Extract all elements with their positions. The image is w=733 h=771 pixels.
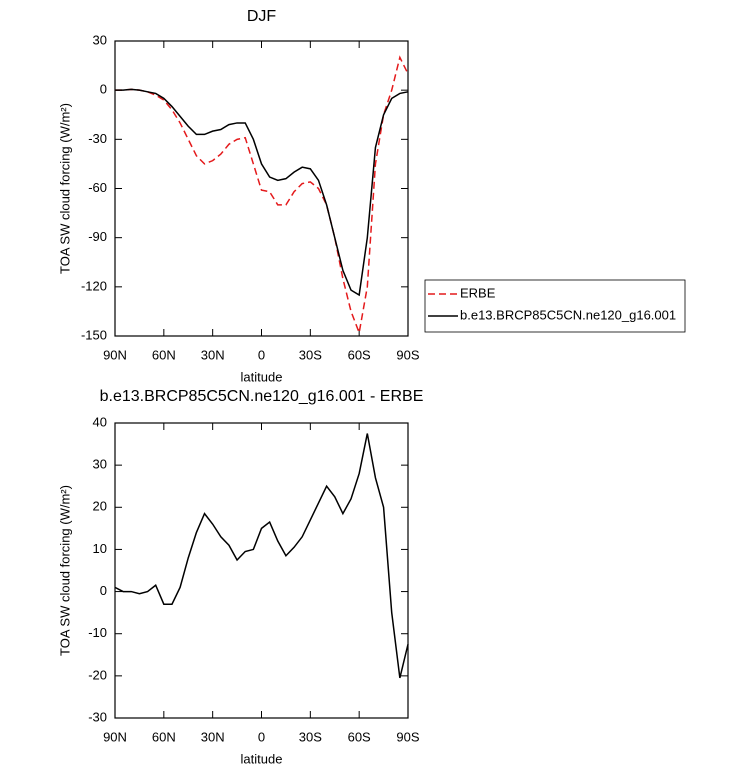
- chart-title: b.e13.BRCP85C5CN.ne120_g16.001 - ERBE: [100, 388, 424, 405]
- x-tick-label: 60S: [348, 729, 371, 744]
- x-tick-label: 90S: [396, 729, 419, 744]
- y-tick-label: 10: [93, 541, 107, 556]
- y-tick-label: 0: [100, 583, 107, 598]
- plot-frame: [114, 422, 409, 719]
- legend-label: b.e13.BRCP85C5CN.ne120_g16.001: [460, 307, 676, 322]
- x-tick-label: 90S: [396, 347, 419, 362]
- y-tick-label: 40: [93, 414, 107, 429]
- data-line: [115, 88, 409, 297]
- y-axis-label: TOA SW cloud forcing (W/m²): [57, 103, 72, 274]
- y-tick-label: -30: [88, 709, 107, 724]
- x-tick-label: 90N: [103, 347, 127, 362]
- y-axis-label: TOA SW cloud forcing (W/m²): [57, 485, 72, 656]
- plot-frame: [114, 40, 409, 337]
- x-tick-label: 60N: [152, 347, 176, 362]
- data-line: [115, 55, 409, 336]
- x-tick-label: 60N: [152, 729, 176, 744]
- y-tick-label: 30: [93, 32, 107, 47]
- x-tick-label: 30S: [299, 347, 322, 362]
- y-tick-label: -30: [88, 131, 107, 146]
- chart-title: DJF: [247, 8, 277, 25]
- x-tick-label: 30N: [201, 729, 225, 744]
- y-tick-label: -120: [81, 278, 107, 293]
- x-tick-label: 60S: [348, 347, 371, 362]
- data-line: [114, 433, 409, 679]
- y-tick-label: -150: [81, 327, 107, 342]
- y-tick-label: 20: [93, 499, 107, 514]
- x-tick-label: 30N: [201, 347, 225, 362]
- y-tick-label: -20: [88, 667, 107, 682]
- x-tick-label: 90N: [103, 729, 127, 744]
- legend-label: ERBE: [460, 285, 496, 300]
- y-tick-label: -90: [88, 229, 107, 244]
- x-tick-label: 30S: [299, 729, 322, 744]
- x-tick-label: 0: [258, 347, 265, 362]
- y-tick-label: 0: [100, 82, 107, 97]
- x-axis-label: latitude: [241, 369, 283, 384]
- legend-box: [424, 279, 686, 333]
- x-tick-label: 0: [258, 729, 265, 744]
- x-axis-label: latitude: [241, 751, 283, 766]
- y-tick-label: 30: [93, 457, 107, 472]
- y-tick-label: -10: [88, 625, 107, 640]
- y-tick-label: -60: [88, 180, 107, 195]
